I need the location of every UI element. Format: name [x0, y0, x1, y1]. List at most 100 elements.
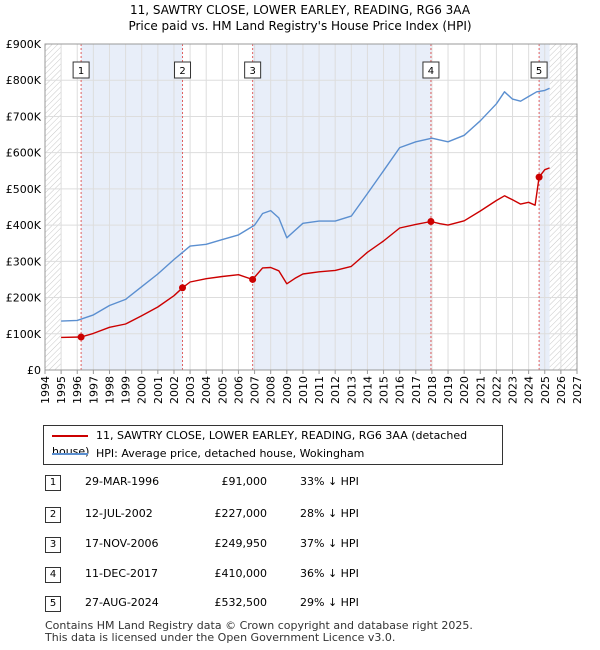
- sale-price: £410,000: [214, 567, 268, 580]
- sale-row: 2 12-JUL-2002 £227,000 28% ↓ HPI: [45, 504, 565, 524]
- x-tick-label: 2024: [523, 376, 536, 404]
- sale-price: £91,000: [221, 475, 268, 488]
- x-tick-label: 2001: [152, 376, 165, 404]
- legend-hpi-label: HPI: Average price, detached house, Woki…: [96, 447, 365, 460]
- x-tick-label: 2005: [216, 376, 229, 404]
- footer-copyright: Contains HM Land Registry data © Crown c…: [45, 619, 473, 632]
- sale-number-badge: 3: [45, 537, 61, 553]
- sale-number-badge: 4: [45, 567, 61, 583]
- price-chart: 1 2 3 4 5 £0 £100K £200K £300K £400K £500K £600K £7…: [6, 38, 584, 404]
- x-tick-label: 1997: [87, 376, 100, 404]
- x-tick-label: 2021: [474, 376, 487, 404]
- x-tick-label: 2016: [394, 376, 407, 404]
- sale-row: 1 29-MAR-1996 £91,000 33% ↓ HPI: [45, 472, 565, 492]
- no-data-hatch: [45, 44, 62, 370]
- x-tick-label: 2006: [232, 376, 245, 404]
- chart-legend: 11, SAWTRY CLOSE, LOWER EARLEY, READING,…: [43, 425, 503, 465]
- x-tick-label: 2026: [555, 376, 568, 404]
- sale-number-label: 4: [428, 66, 434, 77]
- sale-row: 5 27-AUG-2024 £532,500 29% ↓ HPI: [45, 593, 565, 613]
- sale-date: 29-MAR-1996: [85, 475, 160, 488]
- sale-hpi-diff: 28% ↓ HPI: [300, 507, 359, 520]
- sale-point: [179, 284, 187, 292]
- sale-price: £532,500: [214, 596, 268, 609]
- x-tick-label: 2004: [200, 376, 213, 404]
- y-tick-label: £900K: [6, 38, 42, 51]
- sale-number-label: 5: [536, 66, 542, 77]
- sale-price: £249,950: [214, 537, 268, 550]
- sale-number-label: 1: [78, 66, 84, 77]
- legend-hpi-swatch: [52, 453, 88, 455]
- sale-number-box: [422, 61, 440, 79]
- x-tick-label: 2018: [426, 376, 439, 404]
- y-tick-label: £700K: [6, 110, 42, 123]
- sale-number-box: [174, 61, 192, 79]
- y-tick-label: £200K: [6, 292, 42, 305]
- sale-date: 12-JUL-2002: [85, 507, 153, 520]
- sale-point: [427, 217, 435, 225]
- x-tick-label: 2008: [265, 376, 278, 404]
- footer-licence: This data is licensed under the Open Gov…: [45, 631, 396, 644]
- chart-title-line2: Price paid vs. HM Land Registry's House …: [128, 19, 472, 33]
- x-tick-label: 2019: [442, 376, 455, 404]
- sale-date: 27-AUG-2024: [85, 596, 159, 609]
- legend-price-swatch: [52, 435, 88, 437]
- sale-date: 11-DEC-2017: [85, 567, 159, 580]
- plot-frame: [44, 43, 578, 371]
- x-tick-label: 1998: [103, 376, 116, 404]
- sale-hpi-diff: 36% ↓ HPI: [300, 567, 359, 580]
- y-tick-label: £100K: [6, 328, 42, 341]
- sale-number-badge: 5: [45, 596, 61, 612]
- x-tick-label: 2011: [313, 376, 326, 404]
- x-tick-label: 2000: [136, 376, 149, 404]
- x-tick-label: 2002: [168, 376, 181, 404]
- sale-date: 17-NOV-2006: [85, 537, 159, 550]
- y-tick-label: £0: [27, 364, 41, 377]
- x-tick-label: 2015: [378, 376, 391, 404]
- x-tick-label: 2003: [184, 376, 197, 404]
- sale-hpi-diff: 29% ↓ HPI: [300, 596, 359, 609]
- x-tick-label: 2023: [507, 376, 520, 404]
- x-tick-label: 1996: [71, 376, 84, 404]
- x-tick-label: 2007: [249, 376, 262, 404]
- x-tick-label: 2014: [361, 376, 374, 404]
- y-tick-label: £800K: [6, 74, 42, 87]
- sale-point: [249, 275, 257, 283]
- x-tick-label: 2013: [345, 376, 358, 404]
- x-tick-label: 2027: [571, 376, 584, 404]
- y-tick-label: £400K: [6, 219, 42, 232]
- price-paid-line: [61, 167, 550, 339]
- sale-number-badge: 2: [45, 507, 61, 523]
- hpi-line: [61, 87, 550, 322]
- sale-row: 4 11-DEC-2017 £410,000 36% ↓ HPI: [45, 564, 565, 584]
- footer-attribution: Contains HM Land Registry data © Crown c…: [45, 620, 473, 644]
- x-tick-label: 1995: [55, 376, 68, 404]
- y-tick-label: £600K: [6, 147, 42, 160]
- sale-hpi-diff: 37% ↓ HPI: [300, 537, 359, 550]
- ownership-shade: [81, 44, 183, 370]
- sale-point: [535, 173, 543, 181]
- x-tick-label: 2010: [297, 376, 310, 404]
- x-tick-label: 2022: [490, 376, 503, 404]
- sale-point: [77, 333, 85, 341]
- sale-hpi-diff: 33% ↓ HPI: [300, 475, 359, 488]
- no-data-hatch: [549, 44, 577, 370]
- y-tick-label: £300K: [6, 255, 42, 268]
- x-tick-label: 2009: [281, 376, 294, 404]
- sale-number-label: 3: [249, 66, 255, 77]
- legend-hpi: HPI: Average price, detached house, Woki…: [52, 446, 364, 462]
- x-tick-label: 2017: [410, 376, 423, 404]
- y-tick-label: £500K: [6, 183, 42, 196]
- x-tick-label: 2025: [539, 376, 552, 404]
- sale-number-badge: 1: [45, 475, 61, 491]
- sale-row: 3 17-NOV-2006 £249,950 37% ↓ HPI: [45, 534, 565, 554]
- sale-number-label: 2: [179, 66, 185, 77]
- x-tick-label: 1999: [120, 376, 133, 404]
- sale-number-box: [244, 61, 262, 79]
- x-tick-label: 2020: [458, 376, 471, 404]
- x-tick-label: 1994: [39, 376, 52, 404]
- sale-price: £227,000: [214, 507, 268, 520]
- sale-number-box: [530, 61, 548, 79]
- ownership-shade: [252, 44, 431, 370]
- chart-title-line1: 11, SAWTRY CLOSE, LOWER EARLEY, READING,…: [129, 3, 471, 17]
